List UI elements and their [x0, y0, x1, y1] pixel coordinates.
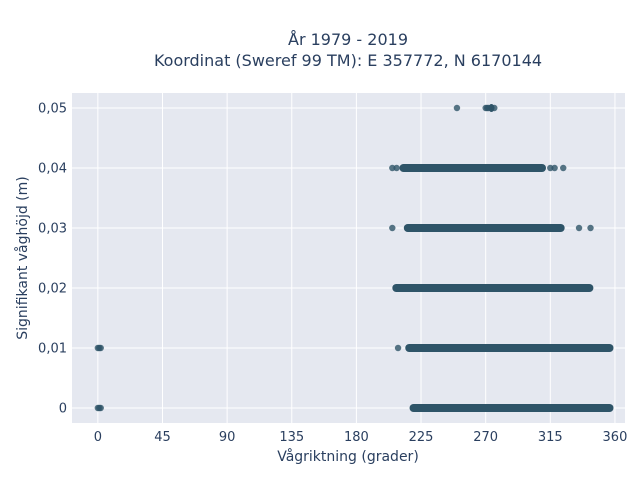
data-point	[560, 164, 567, 172]
y-tick-label: 0	[59, 402, 67, 417]
data-point	[575, 224, 583, 232]
y-tick-label: 0,01	[38, 342, 67, 357]
point-band	[409, 404, 614, 412]
y-tick-label: 0,05	[38, 102, 67, 117]
x-tick-label: 180	[344, 430, 369, 445]
x-axis-title: Vågriktning (grader)	[277, 448, 419, 465]
data-markers	[94, 104, 614, 412]
data-point	[97, 404, 104, 412]
x-tick-label: 45	[154, 430, 171, 445]
x-tick-label: 225	[409, 430, 434, 445]
x-tick-label: 270	[473, 430, 498, 445]
data-point	[491, 104, 498, 112]
y-tick-label: 0,02	[38, 282, 67, 297]
x-tick-label: 0	[94, 430, 102, 445]
x-tick-label: 135	[279, 430, 304, 445]
data-point	[393, 164, 400, 172]
data-point	[551, 164, 558, 172]
data-point	[97, 344, 104, 352]
x-tick-label: 315	[538, 430, 563, 445]
data-point	[389, 224, 396, 232]
data-point	[453, 104, 461, 112]
point-band	[399, 164, 546, 172]
plot-area	[72, 93, 625, 423]
x-tick-label: 90	[219, 430, 236, 445]
chart-title-line1: År 1979 - 2019	[288, 30, 408, 49]
data-point	[394, 344, 402, 352]
point-band	[392, 284, 594, 292]
chart-title-line2: Koordinat (Sweref 99 TM): E 357772, N 61…	[154, 51, 542, 70]
y-axis-title: Signifikant våghöjd (m)	[14, 176, 31, 339]
point-band	[405, 344, 614, 352]
y-tick-label: 0,04	[38, 162, 67, 177]
y-tick-labels: 0 0,01 0,02 0,03 0,04 0,05	[38, 102, 67, 417]
data-point	[587, 224, 594, 232]
y-tick-label: 0,03	[38, 222, 67, 237]
x-tick-labels: 0 45 90 135 180 225 270 315 360	[94, 430, 628, 445]
x-tick-label: 360	[603, 430, 628, 445]
point-band	[403, 224, 565, 232]
